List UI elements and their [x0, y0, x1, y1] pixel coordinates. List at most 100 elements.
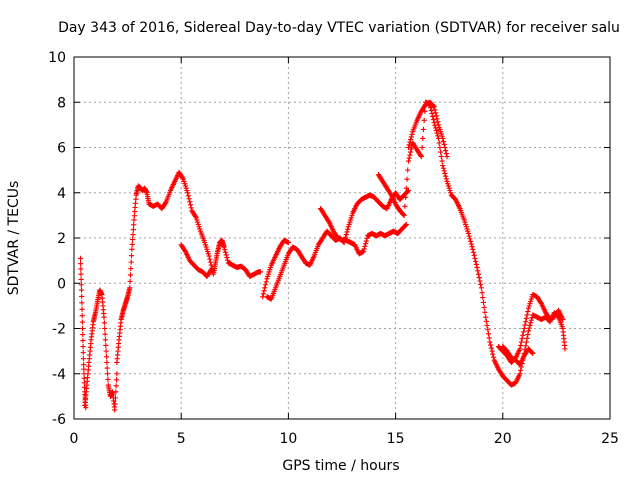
data-point-seg8	[480, 294, 486, 301]
data-point-seg8	[473, 258, 479, 264]
data-point-seg3	[128, 259, 134, 265]
data-point-seg8	[487, 339, 493, 345]
data-point-seg8	[402, 203, 408, 209]
data-point-seg3	[129, 241, 135, 248]
data-point-seg3	[222, 249, 229, 255]
data-point-seg8	[562, 346, 568, 352]
data-point-seg2	[104, 371, 111, 377]
data-point-seg8	[407, 152, 413, 158]
data-point-seg9	[405, 144, 412, 151]
data-point-seg1	[79, 313, 85, 319]
data-point-seg7	[403, 221, 409, 228]
data-point-seg2	[102, 337, 109, 343]
data-point-seg1	[81, 366, 87, 372]
data-point-seg2	[114, 371, 120, 377]
data-point-seg1	[80, 356, 87, 362]
data-point-seg2	[104, 365, 110, 371]
data-point-seg2	[113, 377, 120, 383]
data-point-seg6	[285, 239, 291, 246]
data-point-seg8	[490, 351, 496, 357]
data-point-seg3	[187, 199, 193, 205]
data-point-seg8	[525, 331, 531, 338]
data-point-seg8	[437, 144, 443, 151]
data-point-seg8	[405, 167, 411, 173]
data-point-seg8	[430, 116, 437, 123]
data-point-seg8	[465, 230, 472, 237]
data-point-seg1	[77, 255, 84, 261]
data-point-seg6	[260, 294, 266, 300]
y-tick-label: 10	[48, 50, 66, 66]
data-point-seg8	[405, 158, 412, 164]
data-point-seg8	[518, 367, 524, 373]
data-point-seg8	[387, 191, 394, 197]
data-point-seg1	[79, 300, 85, 306]
data-point-seg10	[521, 325, 527, 332]
y-tick-label: 6	[57, 141, 66, 157]
data-point-seg8	[485, 331, 492, 337]
data-point-seg8	[431, 120, 437, 126]
data-point-seg8	[472, 255, 478, 261]
data-point-seg8	[404, 176, 410, 182]
data-point-seg3	[222, 247, 228, 253]
data-point-seg9	[431, 104, 437, 110]
data-point-seg6	[262, 282, 269, 288]
data-point-seg1	[78, 271, 84, 277]
data-point-seg9	[441, 141, 447, 148]
data-point-seg8	[443, 176, 449, 182]
data-point-seg8	[401, 212, 407, 218]
data-point-seg8	[468, 241, 474, 247]
data-point-seg3	[162, 200, 169, 206]
data-point-seg9	[409, 131, 415, 137]
data-point-seg8	[466, 233, 472, 239]
data-point-seg7	[364, 235, 370, 241]
data-point-seg9	[443, 147, 449, 154]
data-point-seg9	[443, 150, 449, 157]
data-point-seg4	[207, 268, 214, 274]
data-point-seg8	[467, 236, 473, 242]
data-point-seg10	[519, 336, 525, 342]
data-point-seg9	[440, 138, 447, 145]
data-point-seg3	[186, 196, 192, 202]
data-point-seg7	[363, 238, 369, 244]
y-tick-label: 2	[57, 231, 66, 247]
x-tick-label: 15	[387, 431, 405, 447]
data-point-seg8	[468, 238, 474, 244]
data-point-seg8	[469, 244, 475, 250]
data-point-seg8	[523, 343, 529, 349]
data-point-seg3	[131, 222, 137, 228]
data-point-seg10	[523, 319, 529, 325]
data-point-seg2	[103, 348, 109, 354]
data-point-seg2	[103, 354, 110, 360]
data-point-seg8	[479, 290, 485, 296]
data-point-seg8	[438, 149, 444, 155]
data-point-seg8	[526, 325, 532, 331]
data-point-seg8	[478, 281, 484, 287]
data-point-seg9	[435, 119, 441, 125]
data-point-seg8	[443, 173, 449, 179]
data-point-seg7	[325, 218, 332, 224]
data-point-seg8	[475, 271, 482, 277]
data-point-seg1	[79, 306, 85, 312]
data-point-seg7	[360, 248, 367, 255]
data-point-seg8	[489, 348, 495, 354]
y-tick-label: 4	[57, 186, 66, 202]
data-point-seg1	[80, 350, 86, 356]
data-point-seg11	[530, 350, 536, 356]
x-tick-label: 25	[601, 431, 619, 447]
data-point-seg8	[418, 153, 424, 160]
data-point-seg6	[262, 285, 268, 291]
data-point-seg1	[79, 293, 85, 300]
data-point-seg4	[182, 247, 188, 254]
data-point-seg8	[527, 322, 533, 329]
data-point-seg6	[260, 291, 266, 297]
data-point-seg8	[419, 144, 425, 151]
data-point-seg7	[361, 246, 367, 252]
data-point-seg8	[403, 194, 409, 200]
data-point-seg7	[362, 241, 369, 247]
data-point-seg8	[421, 117, 427, 123]
data-point-seg3	[128, 265, 134, 272]
data-point-seg1	[78, 261, 84, 267]
x-tick-label: 10	[279, 431, 297, 447]
data-point-seg1	[80, 344, 86, 350]
axis-ticks: 0 5 10 15 20 25 -6 -4 -2 0 2 4 6 8 10	[48, 50, 619, 447]
